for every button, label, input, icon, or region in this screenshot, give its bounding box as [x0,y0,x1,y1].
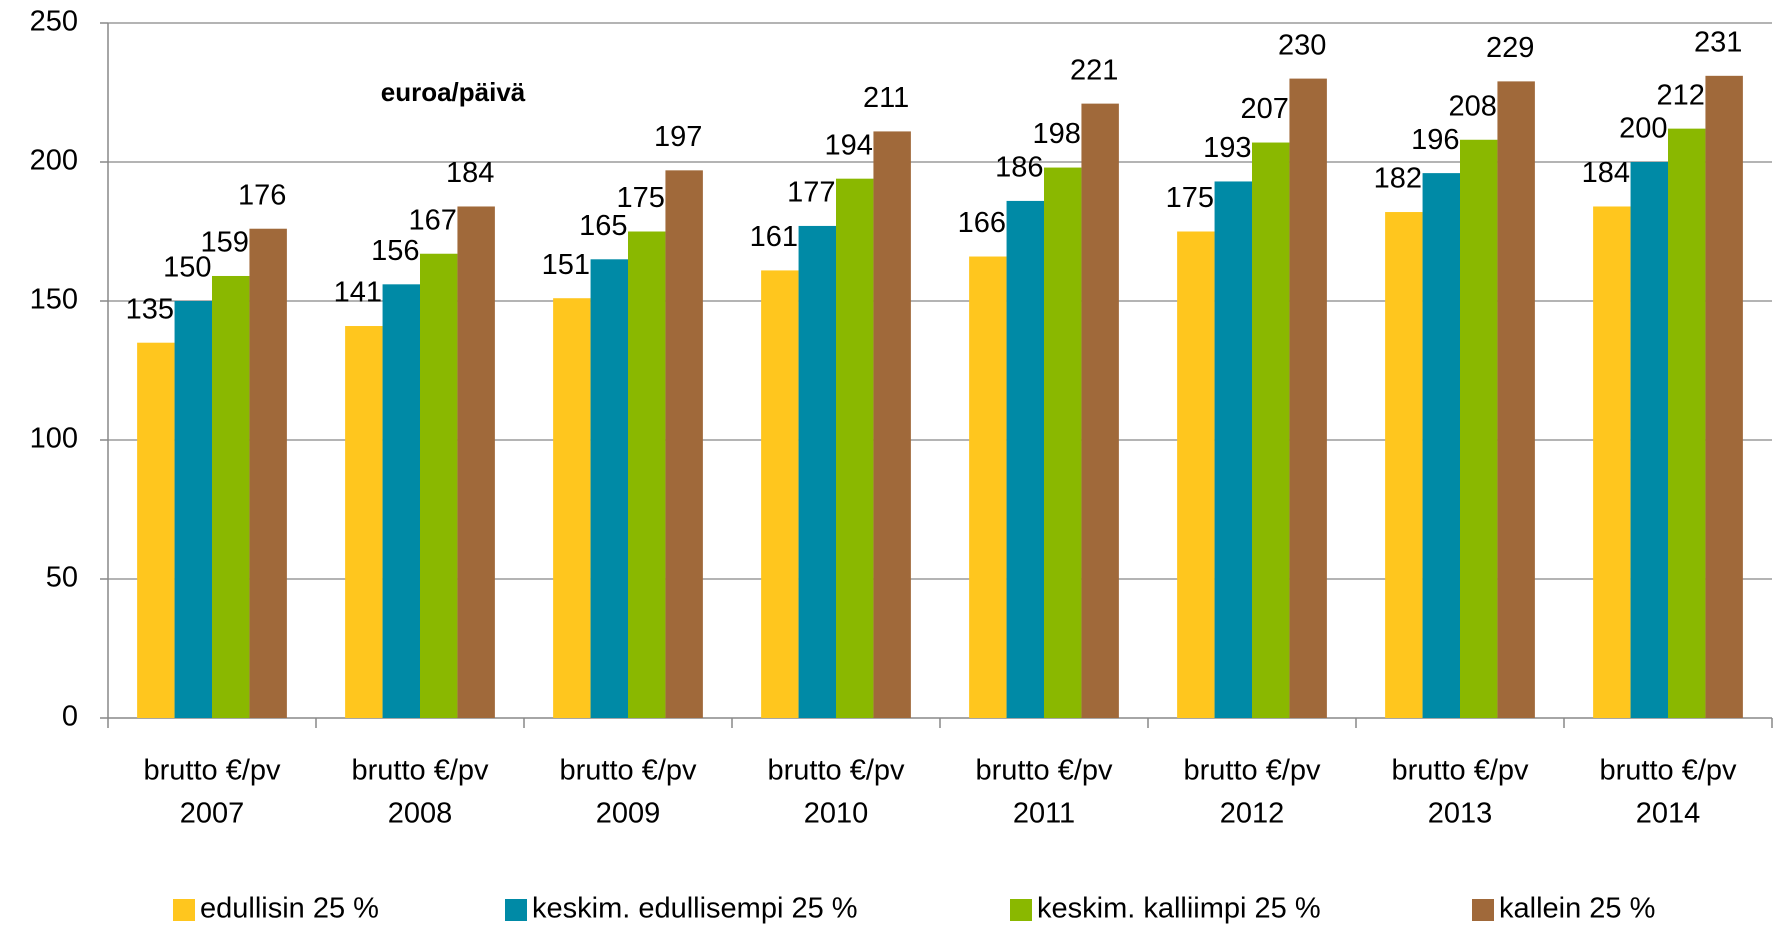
bar [1385,212,1423,719]
bar [1630,162,1668,718]
value-label: 159 [201,227,249,259]
legend-swatch [1472,899,1494,921]
value-label: 175 [1166,182,1214,214]
x-tick-label: brutto €/pv [1599,755,1737,787]
legend-label: keskim. edullisempi 25 % [532,893,858,925]
value-label: 229 [1486,32,1534,64]
value-label: 165 [579,210,627,242]
value-label: 167 [409,204,457,236]
legend-label: edullisin 25 % [200,893,379,925]
bar [553,298,591,718]
value-label: 207 [1241,93,1289,125]
value-label: 177 [787,177,835,209]
value-label: 156 [371,235,419,267]
bar [345,326,383,718]
value-label: 135 [126,293,174,325]
bar [1460,139,1498,718]
y-tick-label: 150 [30,284,78,316]
x-tick-label: brutto €/pv [1183,755,1321,787]
x-tick-label: 2013 [1428,798,1493,830]
x-tick-label: brutto €/pv [351,755,489,787]
x-tick-label: 2009 [596,798,661,830]
bar [249,228,287,718]
y-tick-label: 200 [30,145,78,177]
bar [873,131,911,719]
bar [137,342,175,718]
bar [1705,75,1743,718]
legend-label: kallein 25 % [1499,893,1655,925]
x-tick-label: 2007 [180,798,245,830]
bar [1289,78,1327,719]
bar [1668,128,1706,718]
bar [1214,181,1252,718]
value-label: 231 [1694,26,1742,58]
legend-swatch [505,899,527,921]
value-label: 193 [1203,132,1251,164]
bar [1422,173,1460,718]
x-tick-label: 2012 [1220,798,1285,830]
x-tick-label: 2014 [1636,798,1701,830]
y-tick-label: 250 [30,6,78,38]
legend-label: keskim. kalliimpi 25 % [1037,893,1321,925]
x-tick-label: 2008 [388,798,453,830]
bar [212,275,250,718]
value-label: 175 [617,182,665,214]
value-label: 150 [163,252,211,284]
y-tick-label: 50 [46,562,78,594]
value-label: 161 [750,221,798,253]
legend-swatch [1010,899,1032,921]
value-label: 194 [825,129,873,161]
value-label: 182 [1374,163,1422,195]
bar [1252,142,1290,719]
value-label: 197 [654,121,702,153]
bar [969,256,1007,718]
y-tick-label: 100 [30,423,78,455]
bar [1081,103,1119,719]
legend-swatch [173,899,195,921]
value-label: 141 [334,277,382,309]
value-label: 198 [1033,118,1081,150]
value-label: 230 [1278,29,1326,61]
value-label: 200 [1619,113,1667,145]
bar [761,270,799,718]
x-tick-label: brutto €/pv [975,755,1113,787]
bar [1044,167,1082,718]
bar [798,225,836,718]
value-label: 211 [863,82,909,114]
value-label: 186 [995,152,1043,184]
x-tick-label: brutto €/pv [1391,755,1529,787]
value-label: 208 [1449,90,1497,122]
x-tick-label: brutto €/pv [767,755,905,787]
bar [382,284,420,718]
bar [1593,206,1631,719]
value-label: 176 [238,179,286,211]
value-label: 151 [542,249,590,281]
value-label: 221 [1070,54,1118,86]
bar [836,178,874,718]
x-tick-label: brutto €/pv [143,755,281,787]
value-label: 212 [1657,79,1705,111]
x-tick-label: brutto €/pv [559,755,697,787]
bar [628,231,666,718]
bar [174,301,212,718]
x-tick-label: 2010 [804,798,869,830]
bar [457,206,495,719]
value-label: 184 [1582,157,1630,189]
x-tick-label: 2011 [1013,798,1075,830]
annotation: euroa/päivä [381,77,526,107]
bar [1177,231,1215,718]
y-tick-label: 0 [62,701,78,733]
value-label: 196 [1411,124,1459,156]
value-label: 184 [446,157,494,189]
value-label: 166 [958,207,1006,239]
bar [590,259,628,718]
bar [420,253,458,719]
bar [665,170,703,719]
bar [1497,81,1535,718]
bar [1006,200,1044,719]
